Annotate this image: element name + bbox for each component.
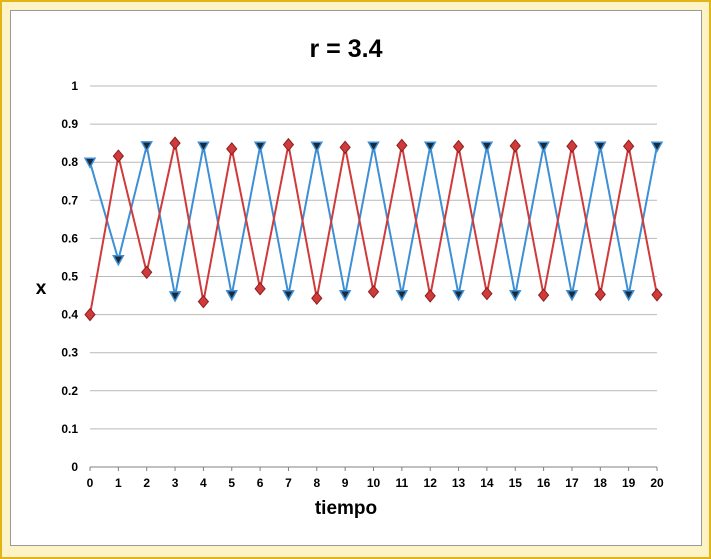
series-2-point bbox=[622, 139, 635, 153]
series-2-point bbox=[651, 288, 663, 302]
x-tick-label: 14 bbox=[480, 476, 494, 490]
x-tick-label: 3 bbox=[172, 476, 179, 490]
series-1-point bbox=[452, 290, 465, 302]
series-2-point bbox=[509, 139, 521, 153]
series-2-point bbox=[424, 289, 436, 303]
series-2-point bbox=[112, 149, 125, 163]
series-1-point bbox=[594, 141, 607, 153]
y-tick-labels: 0 0.1 0.2 0.3 0.4 0.5 0.6 0.7 0.8 0.9 1 bbox=[61, 79, 78, 474]
series-2-point bbox=[481, 286, 493, 301]
series-1-point bbox=[367, 141, 380, 153]
x-tick-label: 18 bbox=[594, 476, 608, 490]
series-1-point bbox=[310, 141, 324, 153]
series-1-point bbox=[253, 141, 267, 153]
x-tick-label: 12 bbox=[424, 476, 438, 490]
series-1-point bbox=[140, 141, 153, 153]
y-tick-label: 0.2 bbox=[61, 384, 78, 398]
series-1-point bbox=[197, 141, 210, 153]
series-2-point bbox=[197, 294, 210, 309]
series-layer bbox=[83, 136, 664, 322]
chart-svg: r = 3.4 0 0.1 0.2 0.3 0.4 0.5 0.6 0.7 0.8 0.9 1 0 1… bbox=[36, 35, 664, 519]
x-tick-label: 6 bbox=[257, 476, 264, 490]
x-tick-label: 5 bbox=[228, 476, 235, 490]
series-1-point bbox=[650, 141, 664, 153]
x-tick-label: 13 bbox=[452, 476, 466, 490]
x-tick-label: 17 bbox=[565, 476, 579, 490]
series-2-point bbox=[141, 265, 153, 280]
series-2-point bbox=[537, 288, 550, 302]
series-2-point bbox=[396, 138, 408, 153]
x-tick-label: 9 bbox=[342, 476, 349, 490]
x-tick-label: 11 bbox=[396, 476, 409, 490]
y-tick-label: 0.8 bbox=[61, 155, 78, 169]
y-tick-label: 0.9 bbox=[61, 117, 78, 131]
series-1-point bbox=[168, 291, 182, 303]
chart-title: r = 3.4 bbox=[310, 35, 383, 63]
x-tick-label: 19 bbox=[622, 476, 636, 490]
series-2-point bbox=[452, 139, 465, 154]
series-2-point bbox=[282, 137, 295, 152]
x-tick-label: 0 bbox=[87, 476, 94, 490]
series-line-1 bbox=[89, 145, 658, 297]
x-tick-label: 8 bbox=[313, 476, 320, 490]
series-2-point bbox=[226, 142, 238, 156]
series-2-point bbox=[84, 307, 96, 322]
y-tick-label: 1 bbox=[71, 79, 78, 93]
series-1-point bbox=[112, 254, 125, 267]
x-axis-title: tiempo bbox=[315, 498, 377, 519]
series-1-point bbox=[395, 290, 409, 302]
x-tick-label: 15 bbox=[509, 476, 523, 490]
x-tick-label: 2 bbox=[143, 476, 150, 490]
y-tick-label: 0.5 bbox=[61, 270, 78, 284]
x-tick-label: 16 bbox=[537, 476, 551, 490]
series-1-point bbox=[423, 141, 437, 153]
series-1-point bbox=[622, 290, 635, 302]
series-1-point bbox=[282, 290, 295, 302]
series-1-point bbox=[480, 141, 494, 153]
series-1-point bbox=[537, 141, 550, 153]
series-2-point bbox=[254, 281, 266, 296]
x-tick-label: 1 bbox=[115, 476, 122, 490]
x-tick-label: 4 bbox=[200, 476, 207, 490]
y-tick-label: 0.7 bbox=[61, 193, 78, 207]
series-1-point bbox=[83, 157, 97, 169]
series-2-point bbox=[367, 284, 380, 299]
y-tick-label: 0.1 bbox=[61, 422, 78, 436]
series-1-point bbox=[225, 290, 239, 302]
x-tick-label: 10 bbox=[367, 476, 381, 490]
chart-panel: r = 3.4 0 0.1 0.2 0.3 0.4 0.5 0.6 0.7 0.8 0.9 1 0 1… bbox=[10, 10, 702, 546]
x-tick-label: 7 bbox=[285, 476, 292, 490]
x-tick-label: 20 bbox=[650, 476, 664, 490]
series-2-point bbox=[566, 139, 578, 153]
y-tick-label: 0.6 bbox=[61, 231, 78, 245]
series-1-point bbox=[508, 290, 522, 302]
series-2-point bbox=[311, 291, 323, 305]
series-1-point bbox=[565, 290, 579, 302]
y-tick-label: 0.3 bbox=[61, 346, 78, 360]
series-1-point bbox=[338, 290, 352, 302]
series-2-point bbox=[594, 287, 606, 302]
x-tick-labels: 0 1 2 3 4 5 6 7 8 9 10 11 12 13 14 15 16 17 18 19 20 bbox=[87, 476, 664, 490]
gridlines bbox=[89, 85, 658, 471]
y-tick-label: 0.4 bbox=[61, 308, 78, 322]
y-tick-label: 0 bbox=[71, 460, 78, 474]
series-2-point bbox=[169, 136, 181, 150]
series-2-point bbox=[339, 140, 351, 155]
y-axis-title: x bbox=[36, 278, 47, 299]
